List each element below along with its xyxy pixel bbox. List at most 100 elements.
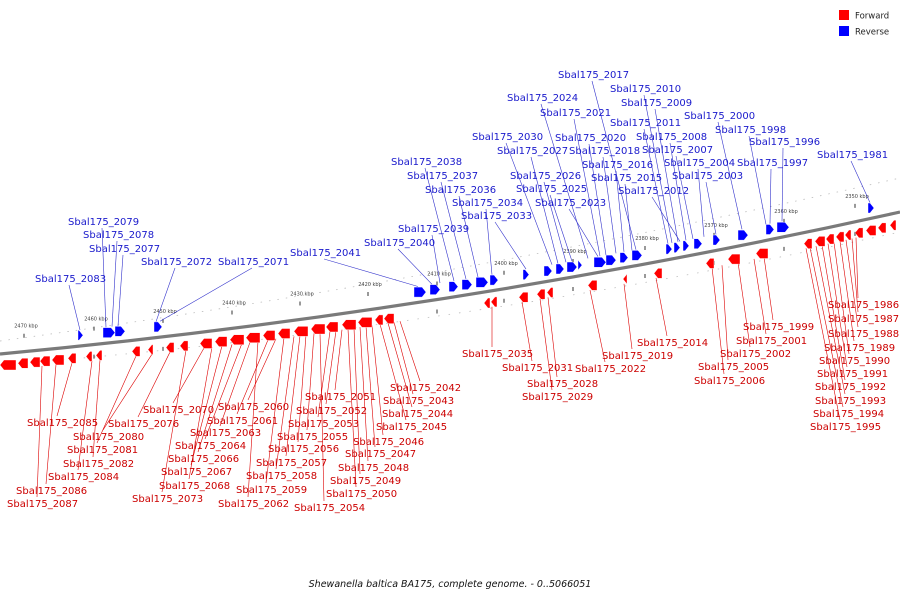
forward-gene-arrow [95,350,103,361]
reverse-gene-arrow [619,252,629,263]
reverse-leader-line [588,143,607,256]
reverse-gene-arrow [605,254,617,266]
reverse-gene-label: Sbal175_2072 [141,257,212,268]
forward-gene-label: Sbal175_1990 [819,356,890,367]
forward-leader-line [805,248,841,421]
gene-features [0,202,897,371]
forward-gene-label: Sbal175_2057 [256,458,327,469]
forward-leader-line [521,301,533,362]
reverse-leader-line [602,156,617,254]
tick-label: 2360 kbp [774,209,798,215]
forward-gene-label: Sbal175_1999 [743,322,814,333]
forward-gene-label: Sbal175_2059 [236,485,307,496]
forward-gene-arrow [546,287,554,298]
forward-gene-arrow [755,248,769,259]
forward-gene-label: Sbal175_2046 [353,437,424,448]
reverse-gene-label: Sbal175_2016 [582,160,653,171]
scale-ticks: 2350 kbp 2360 kbp 2370 kbp 2380 kbp 2390 kbp… [14,194,869,366]
forward-gene-label: Sbal175_1989 [824,343,895,354]
forward-leader-line [45,364,57,485]
reverse-leader-line [549,194,573,262]
forward-gene-label: Sbal175_2052 [296,406,367,417]
forward-gene-label: Sbal175_2066 [168,454,239,465]
reverse-gene-arrow [665,243,673,255]
reverse-leader-line [458,195,479,278]
forward-leader-line [851,238,859,313]
forward-leader-line [247,341,259,498]
forward-gene-label: Sbal175_2056 [268,444,339,455]
reverse-leader-line [615,170,625,252]
reverse-gene-arrow [475,277,489,288]
forward-gene-label: Sbal175_2031 [502,363,573,374]
reverse-gene-label: Sbal175_2000 [684,111,755,122]
forward-gene-label: Sbal175_2084 [48,472,119,483]
forward-leader-line [589,289,606,363]
forward-gene-label: Sbal175_2005 [698,362,769,373]
reverse-leader-line [440,181,467,280]
reverse-gene-label: Sbal175_2025 [516,184,587,195]
forward-leader-line [36,365,43,498]
forward-gene-arrow [214,336,228,347]
tick-label: 2470 kbp [14,324,38,330]
gene-labels: Sbal175_1981Sbal175_1996Sbal175_1997Sbal… [7,70,899,514]
reverse-leader-line [651,196,681,242]
tick-label: 2430 kbp [290,292,314,298]
forward-gene-label: Sbal175_2001 [736,336,807,347]
reverse-gene-label: Sbal175_2030 [472,132,543,143]
forward-gene-label: Sbal175_2014 [637,338,708,349]
forward-gene-label: Sbal175_1993 [815,396,886,407]
outer-ruler-line [0,177,900,342]
reverse-gene-arrow [153,321,163,333]
forward-gene-label: Sbal175_1988 [828,329,899,340]
tick-label: 2400 kbp [494,261,518,267]
forward-gene-label: Sbal175_2022 [575,364,646,375]
reverse-gene-label: Sbal175_2026 [510,171,581,182]
reverse-gene-label: Sbal175_2012 [618,186,689,197]
forward-gene-label: Sbal175_2061 [207,416,278,427]
forward-leader-line [319,332,325,502]
tick-label: 2380 kbp [635,236,659,242]
reverse-leader-line [781,147,784,222]
reverse-leader-line [397,248,433,285]
forward-gene-arrow [865,225,877,236]
forward-gene-arrow [262,330,276,341]
reverse-gene-label: Sbal175_2010 [610,84,681,95]
reverse-leader-line [624,183,633,251]
reverse-gene-arrow [555,263,565,275]
forward-gene-label: Sbal175_2067 [161,467,232,478]
forward-leader-line [325,330,337,405]
forward-leader-line [334,329,343,391]
forward-gene-arrow [199,338,213,349]
forward-leader-line [306,333,315,431]
tick-label: 2460 kbp [84,317,108,323]
forward-gene-label: Sbal175_2051 [305,392,376,403]
forward-leader-line [721,265,729,361]
reverse-gene-label: Sbal175_2037 [407,171,478,182]
forward-gene-arrow [357,317,373,328]
forward-leader-line [137,351,171,418]
reverse-gene-label: Sbal175_2015 [591,173,662,184]
forward-gene-arrow [536,289,546,300]
reverse-gene-arrow [461,279,473,290]
forward-leader-line [297,334,307,443]
forward-gene-arrow [29,356,41,368]
forward-gene-label: Sbal175_2053 [288,419,359,430]
reverse-gene-label: Sbal175_2011 [610,118,681,129]
reverse-leader-line [643,128,669,244]
forward-gene-label: Sbal175_2062 [218,499,289,510]
forward-leader-line [365,326,376,448]
reverse-gene-label: Sbal175_2034 [452,198,523,209]
forward-leader-line [92,359,101,458]
forward-gene-arrow [67,353,77,364]
forward-gene-label: Sbal175_2029 [522,392,593,403]
reverse-gene-arrow [522,269,530,280]
reverse-gene-arrow [593,257,607,268]
forward-gene-label: Sbal175_2085 [27,418,98,429]
reverse-leader-line [543,181,567,263]
reverse-gene-label: Sbal175_2003 [672,171,743,182]
forward-gene-label: Sbal175_2002 [720,349,791,360]
reverse-gene-arrow [543,265,553,277]
reverse-gene-label: Sbal175_2020 [555,133,626,144]
forward-gene-arrow [844,229,852,241]
reverse-leader-line [748,135,767,225]
